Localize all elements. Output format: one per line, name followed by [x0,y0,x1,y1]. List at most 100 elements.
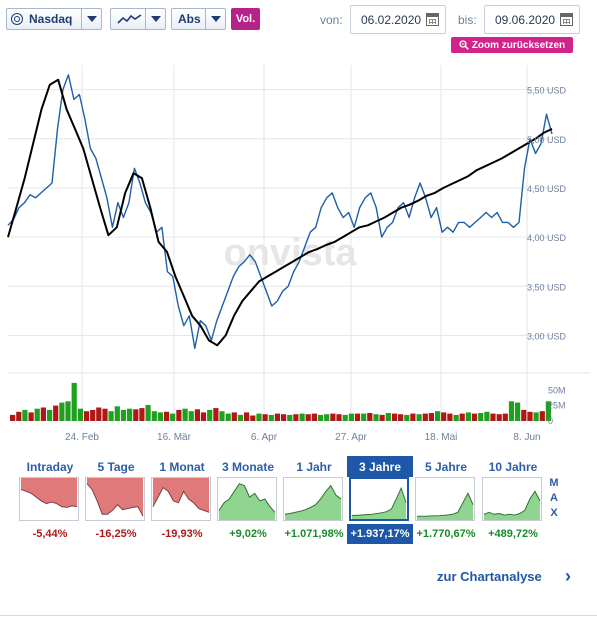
period-selector: Intraday -5,44% 5 Tage -16,25% 1 Monat -19,93… [0,456,597,546]
period-tab-1-jahr[interactable]: 1 Jahr +1.071,98% [281,456,347,546]
period-tab-intraday[interactable]: Intraday -5,44% [17,456,83,546]
sparkline-area [218,483,276,520]
average-line [7,78,553,347]
volume-bar [318,414,324,421]
volume-bar [102,408,108,421]
volume-bar [65,401,71,421]
volume-bar [262,414,268,421]
symbol-switch-icon [11,13,23,25]
volume-bar [250,415,256,421]
watermark-logo: onvista [223,232,357,274]
period-performance: -16,25% [95,528,137,540]
to-label: bis: [458,13,477,27]
period-tab-5-tage[interactable]: 5 Tage -16,25% [83,456,149,546]
volume-bar [120,409,127,421]
period-sparkline [19,477,79,521]
volume-bar [34,408,40,421]
volume-bar [293,414,299,421]
period-label: 3 Monate [221,460,274,474]
period-label: Intraday [26,460,74,474]
price-chart[interactable]: onvista 5,50 USD 5,00 USD 4,50 USD 4,00 USD… [0,60,597,450]
period-tab-10-jahre[interactable]: 10 Jahre +489,72% [480,456,546,546]
sparkline-area [483,491,541,520]
volume-bar [40,407,46,421]
period-tab-3-monate[interactable]: 3 Monate +9,02% [215,456,281,546]
active-tab-value-bg [347,524,413,544]
max-letter: M [549,477,559,489]
chart-analysis-link[interactable]: zur Chartanalyse [437,569,542,584]
volume-bar [213,408,219,421]
volume-bar [28,412,34,421]
volume-bar [404,414,410,421]
period-tab-3-jahre[interactable]: 3 Jahre +1.937,17% [347,456,413,546]
period-performance: +1.770,67% [416,528,476,540]
chart-type-select[interactable] [110,8,166,30]
chevron-right-icon[interactable]: › [565,566,571,586]
period-tab-1-monat[interactable]: 1 Monat -19,93% [149,456,215,546]
sparkline-area [152,478,210,513]
period-tab-5-jahre[interactable]: 5 Jahre +1.770,67% [413,456,479,546]
volume-bar [274,413,280,421]
sparkline-line [483,490,541,516]
sparkline-line [284,484,342,515]
volume-bar [410,413,416,421]
period-label: 1 Jahr [296,460,332,474]
volume-tick-label: 25M [548,401,566,411]
volume-bar [188,411,194,421]
period-sparkline [85,477,145,521]
period-performance: -19,93% [161,528,203,540]
volume-bar [508,401,515,421]
volume-bar [435,411,441,421]
sparkline-area [86,478,144,517]
from-date-field[interactable]: 06.02.2020 [350,5,446,34]
chevron-down-icon[interactable] [145,9,165,29]
x-tick-label: 27. Apr [335,432,367,443]
max-letter: A [550,492,558,504]
volume-toggle[interactable]: Vol. [231,8,260,30]
volume-bar [545,401,551,421]
volume-bar [478,413,484,421]
chevron-down-icon[interactable] [205,9,225,29]
volume-bar [422,413,428,421]
volume-bar [465,412,471,421]
volume-bar [354,413,361,421]
divider [0,615,597,616]
volume-bar [539,411,545,421]
volume-bar [164,411,170,421]
volume-bar [428,413,434,421]
volume-bar [225,413,231,421]
zoom-reset-button[interactable]: Zoom zurücksetzen [451,37,573,53]
zoom-reset-label: Zoom zurücksetzen [471,39,566,51]
volume-bar [281,414,287,421]
calendar-icon[interactable] [426,13,439,26]
volume-bar [342,414,348,421]
volume-bar [330,413,336,421]
volume-bar [373,414,379,421]
volume-bar [305,414,311,421]
chevron-down-icon[interactable] [81,9,101,29]
scale-select[interactable]: Abs [171,8,226,30]
volume-bar [151,411,157,421]
volume-bar [379,414,385,421]
volume-bar [324,414,330,421]
volume-bar [96,407,102,421]
volume-bar [348,413,354,421]
calendar-icon[interactable] [560,13,573,26]
volume-bar [361,413,367,421]
volume-bar [157,412,163,421]
volume-bar [170,413,176,421]
sparkline-line [86,483,144,517]
to-date-field[interactable]: 09.06.2020 [484,5,580,34]
volume-bar [521,409,527,421]
volume-bar [71,382,77,421]
volume-bar [145,405,151,421]
y-tick-label: 5,50 USD [527,86,567,96]
y-tick-label: 3,00 USD [527,331,567,341]
from-label: von: [320,13,343,27]
period-sparkline [482,477,542,521]
volume-bar [515,402,521,421]
volume-bar [398,414,404,421]
symbol-select[interactable]: Nasdaq [6,8,102,30]
